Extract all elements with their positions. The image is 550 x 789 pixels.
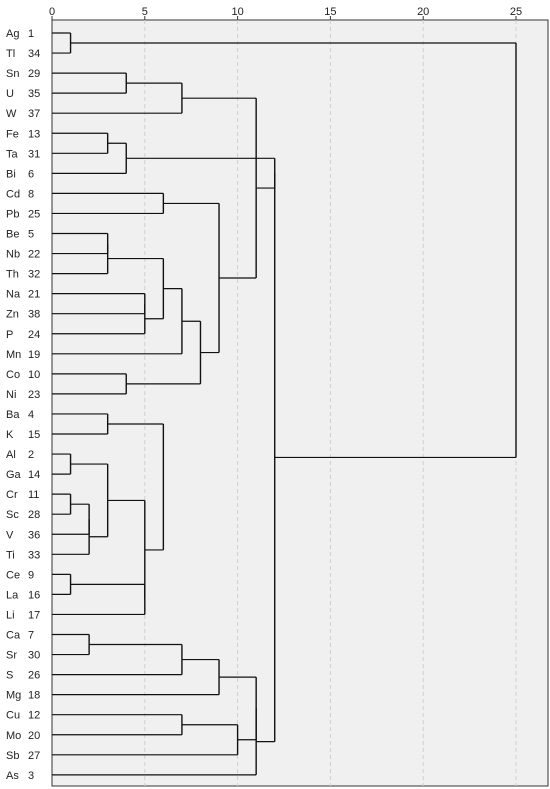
tick-label: 20	[417, 6, 429, 18]
leaf-id: 30	[28, 650, 40, 662]
leaf-id: 24	[28, 329, 40, 341]
leaf-id: 28	[28, 509, 40, 521]
leaf-id: 4	[28, 409, 34, 421]
leaf-id: 3	[28, 770, 34, 782]
tick-label: 10	[231, 6, 243, 18]
tick-label: 5	[142, 6, 148, 18]
leaf-label: Al	[6, 449, 16, 461]
leaf-label: Ag	[6, 28, 19, 40]
leaf-label: Cu	[6, 710, 20, 722]
leaf-label: Tl	[6, 48, 15, 60]
leaf-label: Mg	[6, 690, 21, 702]
leaf-label: Bi	[6, 168, 16, 180]
leaf-id: 1	[28, 28, 34, 40]
leaf-label: Pb	[6, 208, 19, 220]
leaf-id: 10	[28, 369, 40, 381]
leaf-id: 17	[28, 609, 40, 621]
leaf-id: 13	[28, 128, 40, 140]
leaf-label: Ga	[6, 469, 22, 481]
leaf-id: 18	[28, 690, 40, 702]
leaf-id: 11	[28, 489, 39, 501]
leaf-id: 36	[28, 529, 40, 541]
leaf-label: K	[6, 429, 14, 441]
leaf-label: Ba	[6, 409, 20, 421]
leaf-label: Li	[6, 609, 15, 621]
leaf-id: 31	[28, 148, 40, 160]
leaf-id: 14	[28, 469, 40, 481]
leaf-label: P	[6, 329, 13, 341]
leaf-label: Ce	[6, 569, 20, 581]
leaf-id: 38	[28, 309, 40, 321]
leaf-id: 22	[28, 249, 40, 261]
leaf-id: 5	[28, 229, 34, 241]
leaf-id: 26	[28, 670, 40, 682]
leaf-label: Nb	[6, 249, 20, 261]
leaf-id: 15	[28, 429, 40, 441]
leaf-label: Zn	[6, 309, 19, 321]
leaf-id: 23	[28, 389, 40, 401]
leaf-label: Co	[6, 369, 20, 381]
leaf-label: S	[6, 670, 13, 682]
leaf-label: Sn	[6, 68, 19, 80]
leaf-id: 16	[28, 589, 40, 601]
leaf-label: W	[6, 108, 17, 120]
plot-area	[51, 19, 549, 787]
leaf-label: Ta	[6, 148, 19, 160]
leaf-id: 27	[28, 750, 40, 762]
tick-label: 25	[510, 6, 522, 18]
leaf-label: Ni	[6, 389, 16, 401]
leaf-id: 37	[28, 108, 40, 120]
leaf-label: V	[6, 529, 14, 541]
leaf-label: Mn	[6, 349, 21, 361]
leaf-label: Mo	[6, 730, 21, 742]
leaf-label: Sr	[6, 650, 17, 662]
leaf-label: Be	[6, 229, 19, 241]
leaf-id: 34	[28, 48, 40, 60]
leaf-id: 33	[28, 549, 40, 561]
leaf-label: La	[6, 589, 19, 601]
leaf-id: 12	[28, 710, 40, 722]
leaf-id: 9	[28, 569, 34, 581]
leaf-id: 7	[28, 630, 34, 642]
leaf-id: 35	[28, 88, 40, 100]
tick-label: 15	[324, 6, 336, 18]
leaf-label: Cr	[6, 489, 18, 501]
leaf-label: Th	[6, 269, 19, 281]
leaf-id: 21	[28, 289, 40, 301]
leaf-id: 25	[28, 208, 40, 220]
leaf-label: U	[6, 88, 14, 100]
leaf-id: 8	[28, 188, 34, 200]
tick-label: 0	[49, 6, 55, 18]
leaf-label: As	[6, 770, 19, 782]
leaf-label: Sb	[6, 750, 19, 762]
leaf-id: 6	[28, 168, 34, 180]
leaf-id: 20	[28, 730, 40, 742]
leaf-id: 32	[28, 269, 40, 281]
leaf-label: Na	[6, 289, 21, 301]
leaf-label: Fe	[6, 128, 19, 140]
leaf-label: Ti	[6, 549, 15, 561]
leaf-id: 19	[28, 349, 40, 361]
leaf-id: 29	[28, 68, 40, 80]
leaf-label: Ca	[6, 630, 21, 642]
leaf-id: 2	[28, 449, 34, 461]
leaf-label: Cd	[6, 188, 20, 200]
leaf-label: Sc	[6, 509, 19, 521]
